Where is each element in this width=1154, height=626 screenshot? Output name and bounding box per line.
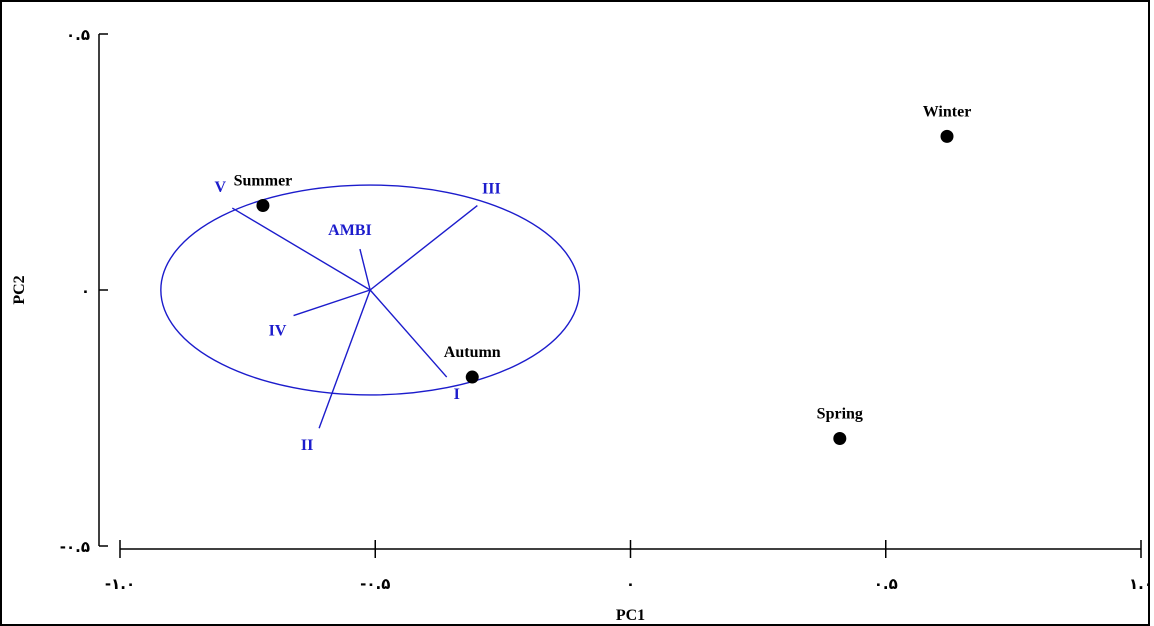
point-label-spring: Spring (817, 405, 863, 422)
y-tick-label: ۰ (81, 282, 90, 300)
vector-i (369, 289, 448, 378)
point-autumn (465, 370, 479, 384)
point-label-autumn: Autumn (444, 344, 501, 361)
ticks: -۱.۰ -۰.۵ ۰ ۰.۵ ۱.۰ ۰.۵ ۰ -۰.۵ (60, 26, 1153, 593)
x-tick-label: ۱.۰ (1129, 575, 1153, 593)
point-label-summer: Summer (234, 173, 293, 190)
y-tick-label: -۰.۵ (60, 538, 90, 556)
x-tick-label: -۱.۰ (105, 575, 135, 593)
axes (98, 34, 1141, 550)
y-axis-title: PC2 (11, 275, 28, 304)
vector-iv (293, 289, 371, 317)
points: Winter Summer Autumn Spring (234, 103, 972, 445)
vector-label-i: I (454, 386, 460, 403)
vector-label-iv: IV (269, 323, 287, 340)
correlation-circle (160, 184, 581, 396)
y-tick-label: ۰.۵ (66, 26, 90, 44)
vector-label-ii: II (301, 437, 313, 454)
vector-label-ambi: AMBI (328, 222, 372, 239)
point-winter (940, 129, 954, 143)
x-tick-label: ۰.۵ (874, 575, 898, 593)
vector-label-iii: III (482, 181, 501, 198)
x-axis-title: PC1 (616, 607, 645, 622)
point-summer (256, 199, 270, 213)
vector-v (231, 207, 371, 291)
correlation-circle-group (160, 184, 581, 396)
x-tick-label: ۰ (626, 575, 635, 593)
point-spring (833, 431, 847, 445)
vector-ambi (359, 248, 371, 291)
vector-iii (369, 204, 478, 291)
x-tick-label: -۰.۵ (360, 575, 390, 593)
point-label-winter: Winter (923, 103, 972, 120)
vector-ii (318, 289, 371, 429)
vector-label-v: V (215, 179, 227, 196)
